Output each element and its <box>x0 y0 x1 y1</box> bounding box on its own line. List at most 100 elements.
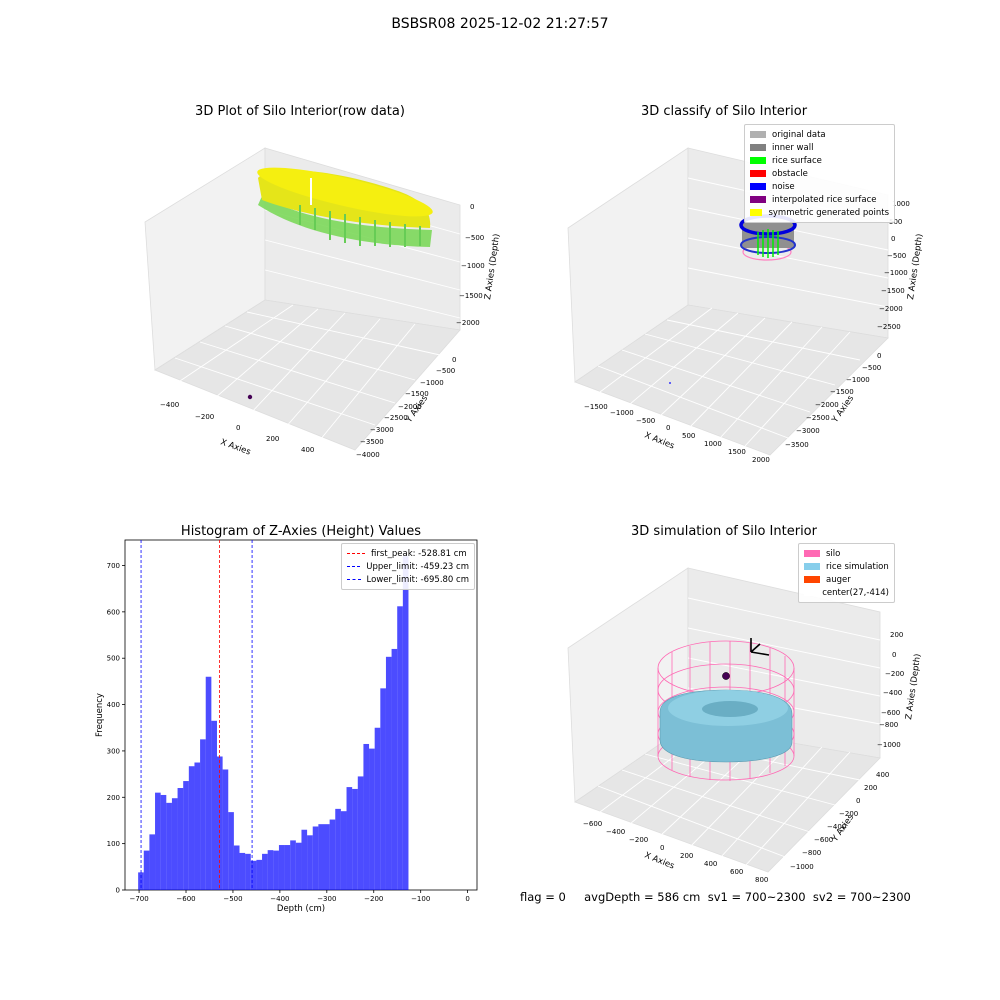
raw-y-tick: −2500 <box>384 414 408 422</box>
sim-y-tick: 400 <box>876 771 889 779</box>
sim-y-tick: −400 <box>827 823 846 831</box>
histogram-x-tick-label: −500 <box>223 895 242 903</box>
classify-y-tick: −500 <box>862 364 881 372</box>
histogram-bar <box>273 850 279 890</box>
histogram-bar <box>245 853 251 890</box>
raw-z-ticks: 0 −500 −1000 −1500 −2000 <box>456 203 485 327</box>
histogram-bar <box>166 802 172 890</box>
histogram-bar <box>284 845 291 890</box>
histogram-x-ticks: −700 −600 −500 −400 −300 −200 −100 0 <box>129 890 470 903</box>
sim-x-ticks: −600 −400 −200 0 200 400 600 800 <box>583 820 768 884</box>
raw-y-tick: −3500 <box>360 438 384 446</box>
legend-item: rice simulation <box>804 560 889 573</box>
sim-x-label: X Axies <box>643 851 676 872</box>
histogram-bar <box>295 842 302 890</box>
figure-title: BSBSR08 2025-12-02 21:27:57 <box>391 16 609 32</box>
classify-plot-title: 3D classify of Silo Interior <box>640 104 808 119</box>
classify-x-ticks: −1500 −1000 −500 0 500 1000 1500 2000 <box>584 403 770 464</box>
raw-x-tick: −200 <box>195 413 214 421</box>
histogram-bar <box>211 720 217 890</box>
histogram-y-tick-label: 400 <box>107 701 120 709</box>
histogram-bar <box>194 762 201 890</box>
histogram-y-tick-label: 500 <box>107 655 120 663</box>
classify-z-tick: −2000 <box>879 305 903 313</box>
histogram-y-tick-label: 0 <box>116 887 120 895</box>
sim-z-tick: −800 <box>879 721 898 729</box>
legend-item: rice surface <box>750 154 889 167</box>
sim-x-tick: −600 <box>583 820 602 828</box>
classify-legend: original data inner wall rice surface ob… <box>744 124 895 223</box>
histogram-bar <box>391 648 398 890</box>
sim-y-ticks: 400 200 0 −200 −400 −600 −800 −1000 <box>790 771 889 871</box>
sim-y-tick: −200 <box>839 810 858 818</box>
histogram-bar <box>183 781 189 890</box>
histogram-bar <box>278 845 285 890</box>
histogram-y-ticks: 0 100 200 300 400 500 600 700 <box>107 562 125 895</box>
histogram-bar <box>262 853 268 890</box>
histogram-bar <box>228 812 234 890</box>
histogram-bar <box>233 845 240 890</box>
raw-x-tick: 400 <box>301 446 314 454</box>
classify-z-tick: 0 <box>891 235 895 243</box>
histogram-bar <box>200 739 206 890</box>
histogram-title: Histogram of Z-Axies (Height) Values <box>180 524 422 539</box>
sim-z-tick: −600 <box>881 709 900 717</box>
histogram-bar <box>188 766 195 890</box>
histogram-bar <box>369 748 375 890</box>
histogram-y-tick-label: 200 <box>107 794 120 802</box>
classify-y-ticks: 0 −500 −1000 −1500 −2000 −2500 −3000 −35… <box>785 352 881 449</box>
raw-y-tick: −4000 <box>356 451 380 459</box>
classify-z-tick: −500 <box>887 252 906 260</box>
raw-x-ticks: −400 −200 0 200 400 <box>160 401 314 454</box>
classify-x-tick: 500 <box>682 432 695 440</box>
histogram-bar <box>307 835 313 890</box>
classify-x-tick: 0 <box>666 424 670 432</box>
classify-z-tick: 500 <box>889 218 902 226</box>
status-readout: flag = 0 avgDepth = 586 cm sv1 = 700~230… <box>520 890 911 904</box>
legend-item: obstacle <box>750 167 889 180</box>
histogram-bar <box>143 850 150 890</box>
sim-y-tick: 200 <box>864 784 877 792</box>
histogram-x-tick-label: −300 <box>317 895 336 903</box>
histogram-bar <box>397 606 403 890</box>
histogram-y-label: Frequency <box>95 693 105 737</box>
simulation-legend: silo rice simulation auger center(27,-41… <box>798 543 895 603</box>
histogram-bar <box>380 688 386 890</box>
classify-x-tick: 1500 <box>728 448 746 456</box>
histogram-bar <box>205 676 212 890</box>
legend-item: Lower_limit: -695.80 cm <box>347 573 469 586</box>
sim-x-tick: 600 <box>730 868 743 876</box>
sim-z-tick: 200 <box>890 631 903 639</box>
classify-x-tick: −500 <box>636 417 655 425</box>
raw-y-ticks: 0 −500 −1000 −1500 −2000 −2500 −3000 −35… <box>356 356 456 459</box>
raw-z-tick: −2000 <box>456 319 480 327</box>
sim-z-tick: 0 <box>892 651 896 659</box>
legend-item: noise <box>750 180 889 193</box>
classify-y-tick: −1000 <box>846 376 870 384</box>
raw-y-tick: −1500 <box>405 390 429 398</box>
raw-x-tick: 0 <box>236 424 240 432</box>
histogram-bar <box>239 852 246 890</box>
sim-rice-surface <box>659 689 793 763</box>
histogram-bar <box>216 756 223 890</box>
histogram-bar <box>171 798 178 890</box>
legend-item: original data <box>750 128 889 141</box>
histogram-bar <box>250 860 257 890</box>
histogram-x-tick-label: −400 <box>270 895 289 903</box>
histogram-bar <box>346 787 353 890</box>
simulation-plot-title: 3D simulation of Silo Interior <box>631 524 817 539</box>
legend-item: auger <box>804 573 889 586</box>
classify-y-tick: −1500 <box>830 388 854 396</box>
classify-floor-pane <box>574 304 889 456</box>
histogram-bar <box>155 792 161 890</box>
legend-item: silo <box>804 547 889 560</box>
sim-auger <box>750 638 770 656</box>
raw-x-tick: −400 <box>160 401 179 409</box>
histogram-bars <box>138 556 409 890</box>
histogram-bar <box>177 788 184 890</box>
sim-z-tick: −400 <box>883 689 902 697</box>
raw-y-tick: −500 <box>436 367 455 375</box>
classify-y-tick: −3500 <box>785 441 809 449</box>
sim-x-tick: 400 <box>704 860 717 868</box>
